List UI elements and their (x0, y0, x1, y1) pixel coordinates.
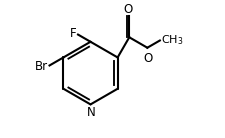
Text: CH$_3$: CH$_3$ (161, 33, 183, 47)
Text: F: F (70, 27, 76, 40)
Text: O: O (142, 52, 152, 65)
Text: O: O (123, 3, 133, 16)
Text: N: N (87, 106, 95, 119)
Text: Br: Br (35, 60, 48, 73)
